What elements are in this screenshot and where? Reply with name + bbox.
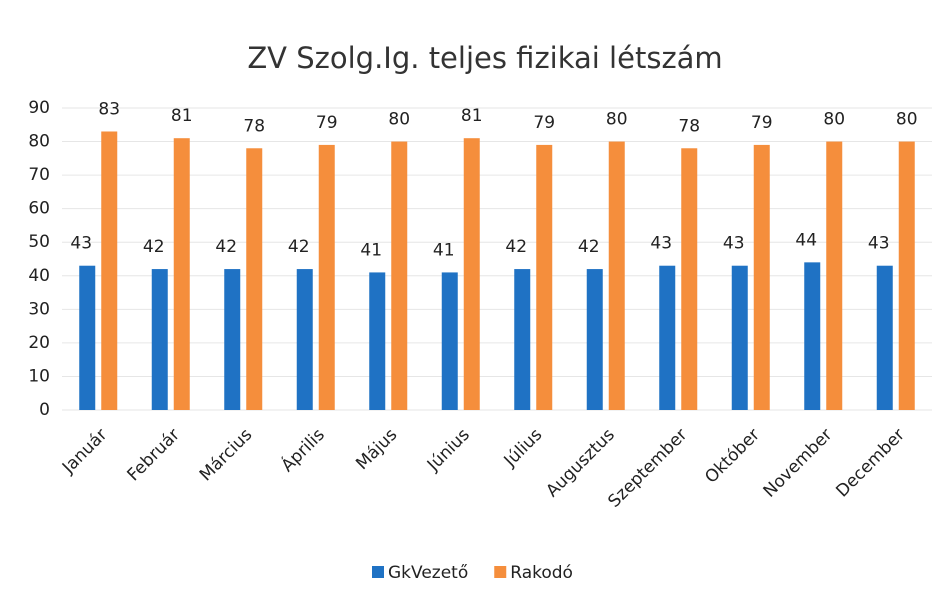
bar (296, 269, 313, 410)
bar (246, 148, 263, 410)
data-label: 42 (143, 237, 165, 257)
bar (441, 272, 458, 410)
bar (681, 148, 698, 410)
data-label: 42 (505, 237, 527, 257)
data-label: 42 (578, 237, 600, 257)
bar (151, 269, 168, 410)
bar (608, 141, 625, 411)
data-label: 78 (243, 116, 265, 136)
data-label: 80 (606, 110, 628, 130)
bar (586, 269, 603, 410)
data-label: 41 (360, 240, 382, 260)
data-label: 83 (98, 99, 120, 119)
y-tick-label: 50 (28, 232, 50, 252)
data-label: 44 (795, 230, 817, 250)
y-tick-label: 70 (28, 165, 50, 185)
data-label: 43 (868, 234, 890, 254)
bar (224, 269, 241, 410)
data-label: 81 (461, 106, 483, 126)
bar (898, 141, 915, 411)
bar (536, 144, 553, 410)
y-tick-label: 30 (28, 299, 50, 319)
bar (753, 144, 770, 410)
y-tick-label: 10 (28, 366, 50, 386)
data-label: 78 (678, 116, 700, 136)
data-label: 43 (70, 234, 92, 254)
data-label: 80 (896, 110, 918, 130)
bar (514, 269, 531, 410)
y-tick-label: 90 (28, 98, 50, 118)
chart-title: ZV Szolg.Ig. teljes fizikai létszám (247, 41, 722, 75)
y-tick-label: 20 (28, 333, 50, 353)
legend-swatch (372, 566, 384, 578)
bar (79, 265, 96, 410)
data-label: 43 (723, 234, 745, 254)
bar (804, 262, 821, 410)
data-label: 41 (433, 240, 455, 260)
legend-label: Rakodó (510, 563, 573, 583)
data-label: 42 (215, 237, 237, 257)
y-tick-label: 0 (39, 400, 50, 420)
data-label: 80 (388, 110, 410, 130)
bar (826, 141, 843, 411)
data-label: 80 (823, 110, 845, 130)
bar (659, 265, 676, 410)
bar (463, 138, 480, 410)
data-label: 81 (171, 106, 193, 126)
bar (318, 144, 335, 410)
data-label: 79 (533, 113, 555, 133)
legend-label: GkVezető (388, 563, 468, 583)
bar (876, 265, 893, 410)
data-label: 43 (650, 234, 672, 254)
bar (391, 141, 408, 411)
bar (101, 131, 118, 410)
bar (173, 138, 190, 410)
y-tick-label: 80 (28, 132, 50, 152)
bar (731, 265, 748, 410)
bar (369, 272, 386, 410)
data-label: 79 (751, 113, 773, 133)
data-label: 79 (316, 113, 338, 133)
data-label: 42 (288, 237, 310, 257)
y-tick-label: 40 (28, 266, 50, 286)
y-tick-label: 60 (28, 199, 50, 219)
legend-swatch (494, 566, 507, 578)
